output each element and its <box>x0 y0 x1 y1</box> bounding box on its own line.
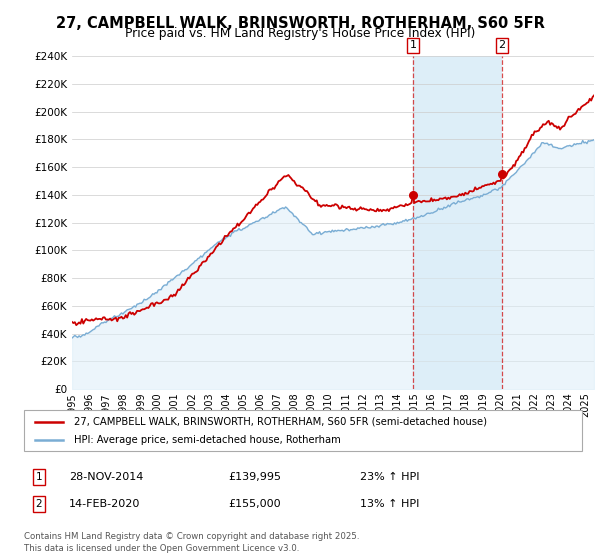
FancyBboxPatch shape <box>24 410 582 451</box>
Text: HPI: Average price, semi-detached house, Rotherham: HPI: Average price, semi-detached house,… <box>74 435 341 445</box>
Text: 1: 1 <box>409 40 416 50</box>
Text: 27, CAMPBELL WALK, BRINSWORTH, ROTHERHAM, S60 5FR (semi-detached house): 27, CAMPBELL WALK, BRINSWORTH, ROTHERHAM… <box>74 417 487 427</box>
Text: 23% ↑ HPI: 23% ↑ HPI <box>360 472 419 482</box>
Text: 13% ↑ HPI: 13% ↑ HPI <box>360 499 419 509</box>
Text: £155,000: £155,000 <box>228 499 281 509</box>
Text: £139,995: £139,995 <box>228 472 281 482</box>
Text: 28-NOV-2014: 28-NOV-2014 <box>69 472 143 482</box>
Text: 2: 2 <box>35 499 43 509</box>
Text: Price paid vs. HM Land Registry's House Price Index (HPI): Price paid vs. HM Land Registry's House … <box>125 27 475 40</box>
Text: 27, CAMPBELL WALK, BRINSWORTH, ROTHERHAM, S60 5FR: 27, CAMPBELL WALK, BRINSWORTH, ROTHERHAM… <box>56 16 544 31</box>
Text: Contains HM Land Registry data © Crown copyright and database right 2025.
This d: Contains HM Land Registry data © Crown c… <box>24 533 359 553</box>
Text: 2: 2 <box>499 40 505 50</box>
Text: 1: 1 <box>35 472 43 482</box>
Text: 14-FEB-2020: 14-FEB-2020 <box>69 499 140 509</box>
